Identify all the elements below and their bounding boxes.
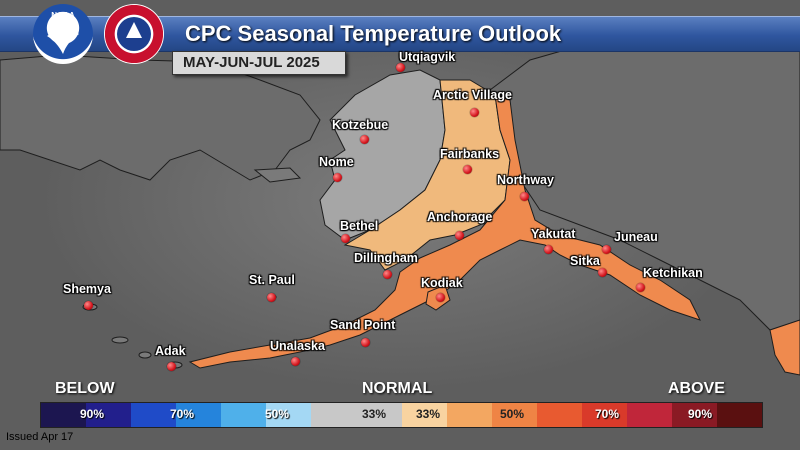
period-label: MAY-JUN-JUL 2025 bbox=[183, 54, 320, 71]
city-label-fairbanks: Fairbanks bbox=[440, 147, 500, 161]
legend-segment bbox=[671, 403, 717, 427]
legend-below-label: BELOW bbox=[55, 380, 115, 397]
svg-text:NOAA: NOAA bbox=[51, 11, 75, 20]
legend-tick-below-70: 70% bbox=[170, 407, 195, 421]
noaa-logo: NOAA bbox=[33, 4, 93, 64]
city-label-ketchikan: Ketchikan bbox=[643, 266, 703, 280]
alaska-above-50-region bbox=[188, 94, 701, 369]
legend-segment bbox=[491, 403, 537, 427]
city-dot-yakutat bbox=[544, 245, 553, 254]
city-dot-dillingham bbox=[383, 270, 392, 279]
city-label-st-paul: St. Paul bbox=[249, 273, 295, 287]
city-label-utqiagvik: Utqiagvik bbox=[399, 50, 456, 64]
legend-color-bar bbox=[40, 402, 763, 428]
city-label-sand-point: Sand Point bbox=[330, 318, 396, 332]
city-label-yakutat: Yakutat bbox=[531, 227, 576, 241]
city-label-unalaska: Unalaska bbox=[270, 339, 325, 353]
nws-logo bbox=[104, 4, 164, 64]
legend-segment bbox=[86, 403, 132, 427]
legend-segment bbox=[401, 403, 447, 427]
city-label-kotzebue: Kotzebue bbox=[332, 118, 389, 132]
city-dot-kotzebue bbox=[360, 135, 369, 144]
city-dot-northway bbox=[520, 192, 529, 201]
legend-segment bbox=[536, 403, 582, 427]
city-dot-juneau bbox=[602, 245, 611, 254]
legend-segment bbox=[716, 403, 762, 427]
legend-segment bbox=[446, 403, 492, 427]
legend-segment bbox=[131, 403, 177, 427]
legend-tick-above-70: 70% bbox=[595, 407, 620, 421]
city-label-shemya: Shemya bbox=[63, 282, 111, 296]
city-dot-kodiak bbox=[436, 293, 445, 302]
legend-above-label: ABOVE bbox=[668, 380, 725, 397]
nws-emblem-icon bbox=[117, 17, 151, 51]
city-dot-st-paul bbox=[267, 293, 276, 302]
city-dot-unalaska bbox=[291, 357, 300, 366]
city-dot-arctic-village bbox=[470, 108, 479, 117]
city-dot-ketchikan bbox=[636, 283, 645, 292]
legend-segment bbox=[176, 403, 222, 427]
city-dot-nome bbox=[333, 173, 342, 182]
issued-date: Issued Apr 17 bbox=[6, 431, 74, 443]
page-title: CPC Seasonal Temperature Outlook bbox=[185, 21, 562, 46]
city-label-sitka: Sitka bbox=[570, 254, 600, 268]
city-label-anchorage: Anchorage bbox=[427, 210, 493, 224]
legend-segment bbox=[266, 403, 312, 427]
legend-segment bbox=[311, 403, 357, 427]
legend-segment bbox=[356, 403, 402, 427]
city-label-arctic-village: Arctic Village bbox=[433, 88, 512, 102]
legend-segment bbox=[626, 403, 672, 427]
legend-tick-below-90: 90% bbox=[80, 407, 105, 421]
period-box: MAY-JUN-JUL 2025 bbox=[172, 51, 346, 75]
noaa-bird-icon: NOAA bbox=[47, 11, 79, 54]
southeast-islands bbox=[769, 319, 800, 376]
city-dot-anchorage bbox=[455, 231, 464, 240]
legend-normal-label: NORMAL bbox=[362, 380, 433, 397]
city-label-kodiak: Kodiak bbox=[421, 276, 463, 290]
city-label-bethel: Bethel bbox=[340, 219, 379, 233]
st-lawrence-island bbox=[253, 167, 302, 183]
city-dot-utqiagvik bbox=[396, 63, 405, 72]
city-label-nome: Nome bbox=[319, 155, 354, 169]
legend-segment bbox=[221, 403, 267, 427]
legend-tick-below-50: 50% bbox=[265, 407, 290, 421]
city-label-dillingham: Dillingham bbox=[354, 251, 418, 265]
city-dot-fairbanks bbox=[463, 165, 472, 174]
legend-segment bbox=[581, 403, 627, 427]
city-dot-shemya bbox=[84, 301, 93, 310]
city-label-juneau: Juneau bbox=[614, 230, 658, 244]
city-label-adak: Adak bbox=[155, 344, 186, 358]
legend-tick-above-33: 33% bbox=[416, 407, 441, 421]
legend-segment bbox=[41, 403, 87, 427]
city-dot-sand-point bbox=[361, 338, 370, 347]
city-dot-bethel bbox=[341, 234, 350, 243]
city-dot-adak bbox=[167, 362, 176, 371]
legend-tick-below-33: 33% bbox=[362, 407, 387, 421]
legend-tick-above-50: 50% bbox=[500, 407, 525, 421]
city-label-northway: Northway bbox=[497, 173, 554, 187]
city-dot-sitka bbox=[598, 268, 607, 277]
legend-tick-above-90: 90% bbox=[688, 407, 713, 421]
